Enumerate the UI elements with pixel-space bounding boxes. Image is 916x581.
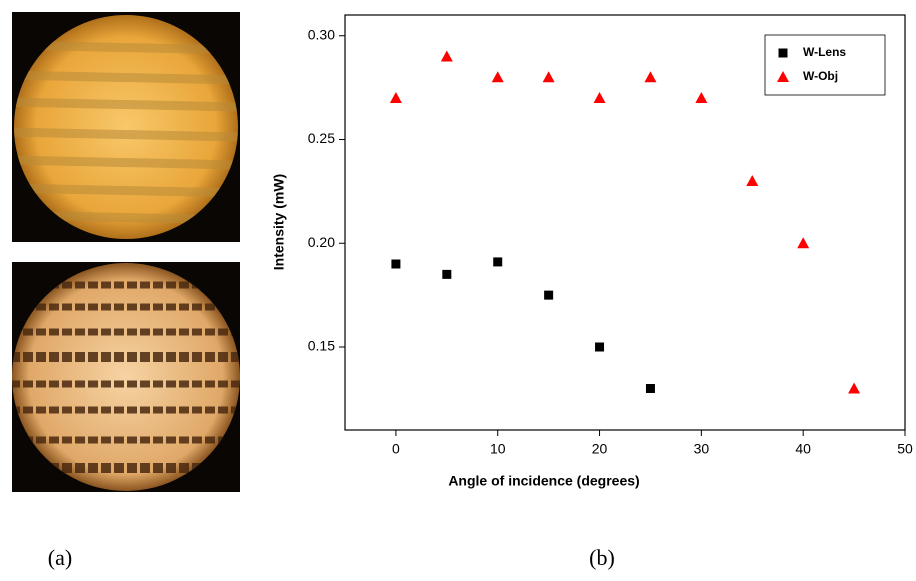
panel-label: (b) — [589, 545, 615, 570]
x-tick-label: 40 — [795, 441, 811, 457]
marker — [491, 71, 504, 83]
legend-box — [764, 34, 886, 96]
y-tick-label: 0.25 — [308, 130, 335, 146]
marker — [542, 71, 555, 83]
marker — [493, 257, 503, 267]
micrograph-top — [12, 12, 240, 242]
plot-frame — [344, 14, 906, 431]
x-tick-label: 0 — [392, 441, 400, 457]
marker — [544, 290, 554, 300]
legend-marker — [777, 71, 789, 82]
marker — [595, 342, 605, 352]
legend-label: W-Obj — [803, 69, 838, 83]
marker — [440, 50, 453, 62]
marker — [389, 92, 402, 103]
marker — [746, 175, 759, 186]
x-tick-label: 50 — [897, 441, 913, 457]
y-tick-label: 0.30 — [308, 26, 335, 42]
y-axis-label: Intensity (mW) — [271, 174, 287, 270]
marker — [644, 71, 657, 83]
x-axis-label: Angle of incidence (degrees) — [448, 473, 639, 489]
y-tick-label: 0.20 — [308, 234, 335, 250]
marker — [391, 259, 401, 269]
marker — [695, 92, 708, 103]
y-tick-label: 0.15 — [308, 338, 335, 354]
x-tick-label: 10 — [490, 441, 506, 457]
marker — [442, 269, 452, 279]
marker — [593, 92, 606, 103]
marker — [848, 382, 861, 394]
legend-label: W-Lens — [803, 45, 846, 59]
micrograph-bottom — [12, 262, 240, 492]
marker — [797, 237, 810, 249]
x-tick-label: 30 — [694, 441, 710, 457]
x-tick-label: 20 — [592, 441, 608, 457]
legend-marker — [778, 48, 788, 58]
panel-label: (a) — [48, 545, 72, 570]
marker — [645, 384, 655, 393]
